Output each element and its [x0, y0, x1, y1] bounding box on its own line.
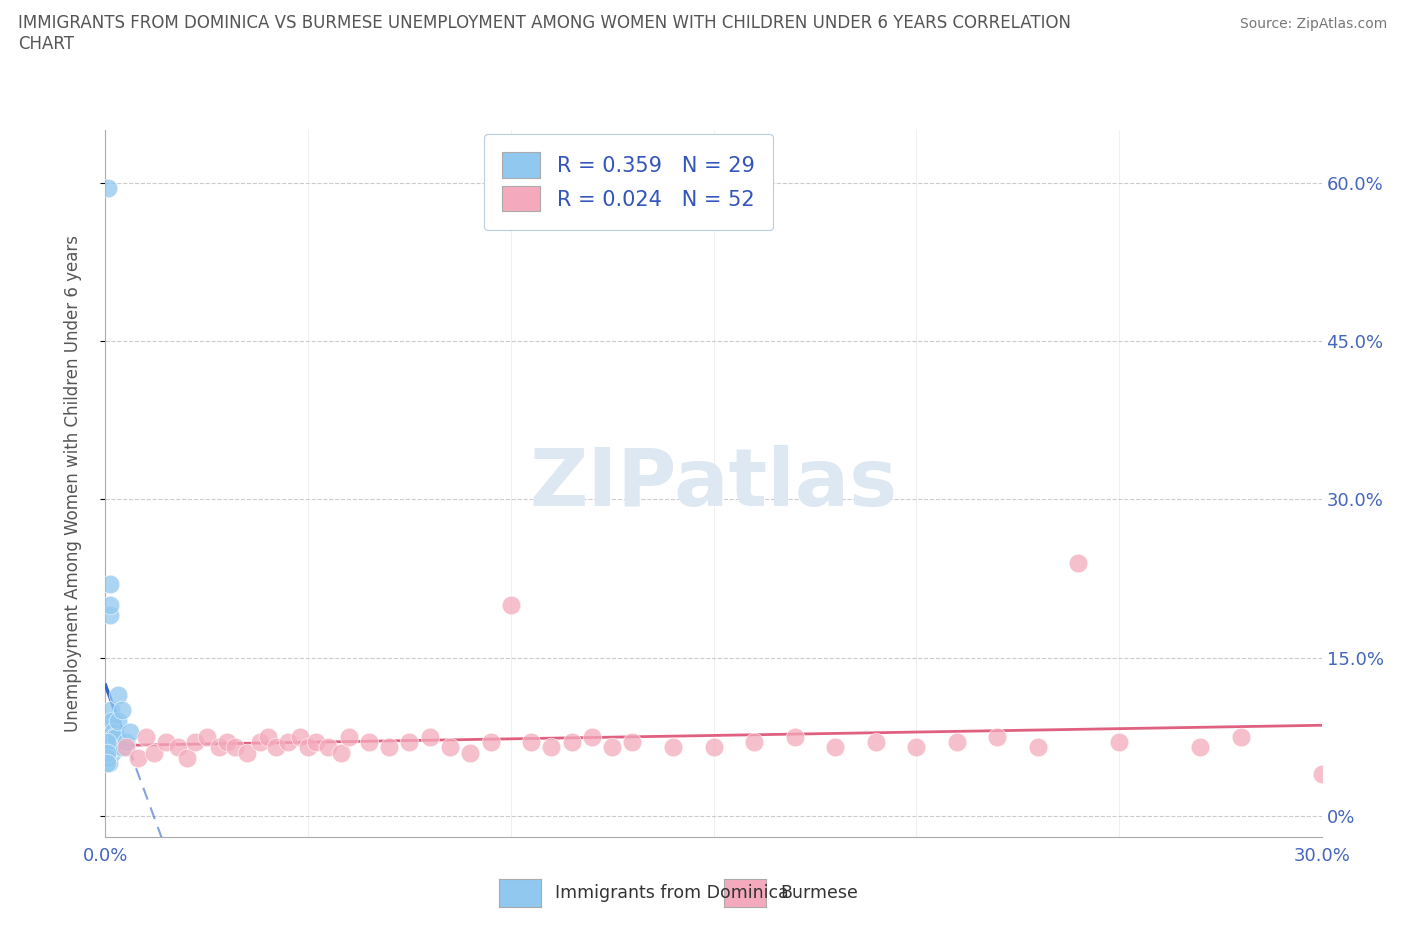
Point	[581, 729, 603, 744]
Point	[249, 735, 271, 750]
Text: CHART: CHART	[18, 35, 75, 53]
Point	[224, 740, 246, 755]
Point	[236, 745, 259, 760]
Point	[439, 740, 461, 755]
Point	[97, 756, 120, 771]
Point	[107, 713, 129, 728]
Point	[318, 740, 340, 755]
Point	[208, 740, 231, 755]
Point	[256, 729, 278, 744]
Point	[742, 735, 765, 750]
Text: Immigrants from Dominica: Immigrants from Dominica	[555, 884, 789, 902]
Point	[277, 735, 299, 750]
Point	[167, 740, 190, 755]
Point	[100, 703, 122, 718]
Point	[264, 740, 287, 755]
Point	[1026, 740, 1049, 755]
Point	[96, 740, 118, 755]
Point	[1229, 729, 1251, 744]
Point	[1189, 740, 1212, 755]
Point	[905, 740, 928, 755]
Point	[378, 740, 401, 755]
Point	[96, 751, 118, 765]
Point	[600, 740, 623, 755]
Point	[419, 729, 441, 744]
Point	[107, 687, 129, 702]
Point	[865, 735, 887, 750]
Point	[127, 751, 149, 765]
Point	[118, 724, 141, 739]
Text: Burmese: Burmese	[780, 884, 858, 902]
Point	[458, 745, 481, 760]
Point	[98, 713, 121, 728]
Point	[101, 735, 124, 750]
Point	[176, 751, 198, 765]
Point	[479, 735, 502, 750]
Point	[297, 740, 319, 755]
Point	[104, 729, 127, 744]
Point	[945, 735, 967, 750]
Point	[986, 729, 1008, 744]
Point	[103, 729, 125, 744]
Point	[217, 735, 239, 750]
Point	[561, 735, 583, 750]
Point	[98, 724, 121, 739]
Point	[1108, 735, 1130, 750]
Point	[305, 735, 328, 750]
Point	[100, 713, 122, 728]
Point	[97, 180, 120, 195]
Point	[1310, 766, 1333, 781]
Point	[96, 751, 118, 765]
Point	[1067, 555, 1090, 570]
Point	[96, 745, 118, 760]
Point	[111, 740, 134, 755]
Point	[98, 608, 121, 623]
Point	[288, 729, 311, 744]
Point	[155, 735, 177, 750]
Point	[337, 729, 360, 744]
Point	[101, 745, 124, 760]
Point	[329, 745, 352, 760]
Text: Source: ZipAtlas.com: Source: ZipAtlas.com	[1240, 17, 1388, 31]
Point	[499, 597, 522, 612]
Point	[540, 740, 562, 755]
Point	[195, 729, 218, 744]
Point	[98, 597, 121, 612]
Point	[96, 735, 118, 750]
Legend: R = 0.359   N = 29, R = 0.024   N = 52: R = 0.359 N = 29, R = 0.024 N = 52	[484, 134, 773, 231]
Point	[101, 724, 124, 739]
Y-axis label: Unemployment Among Women with Children Under 6 years: Unemployment Among Women with Children U…	[63, 235, 82, 732]
Point	[824, 740, 846, 755]
Text: ZIPatlas: ZIPatlas	[530, 445, 897, 523]
Point	[621, 735, 644, 750]
Point	[702, 740, 725, 755]
Point	[97, 735, 120, 750]
Point	[143, 745, 166, 760]
Point	[783, 729, 806, 744]
Point	[662, 740, 685, 755]
Point	[114, 740, 136, 755]
Point	[96, 756, 118, 771]
Point	[357, 735, 380, 750]
Point	[398, 735, 420, 750]
Point	[100, 724, 122, 739]
Point	[183, 735, 205, 750]
Point	[520, 735, 543, 750]
Text: IMMIGRANTS FROM DOMINICA VS BURMESE UNEMPLOYMENT AMONG WOMEN WITH CHILDREN UNDER: IMMIGRANTS FROM DOMINICA VS BURMESE UNEM…	[18, 14, 1071, 32]
Point	[135, 729, 157, 744]
Point	[103, 740, 125, 755]
Point	[111, 703, 134, 718]
Point	[114, 735, 136, 750]
Point	[98, 577, 121, 591]
